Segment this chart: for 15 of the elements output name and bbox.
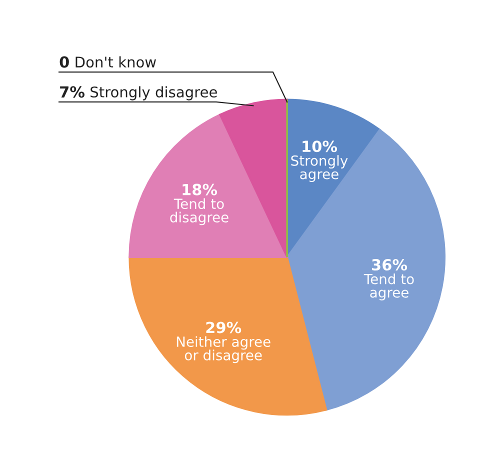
data-label: 10% <box>302 140 338 152</box>
data-label: 29% <box>206 322 242 334</box>
slice-label: Strongly disagree <box>90 86 217 100</box>
slice-label: Tend to agree <box>364 274 414 300</box>
text: 0 <box>60 56 69 68</box>
data-label: 7% <box>60 86 84 98</box>
slice-label: Neither agree or disagree <box>176 336 270 364</box>
slice-label: Strongly agree <box>291 155 348 182</box>
data-label: 18% <box>182 184 218 196</box>
category-label: Don't know <box>76 56 156 68</box>
pie-slice <box>128 256 328 416</box>
data-label: 36% <box>372 259 408 271</box>
pie-slice <box>128 114 288 258</box>
pie-slice <box>286 128 446 411</box>
slice-label: Tend to disagree <box>170 198 228 226</box>
